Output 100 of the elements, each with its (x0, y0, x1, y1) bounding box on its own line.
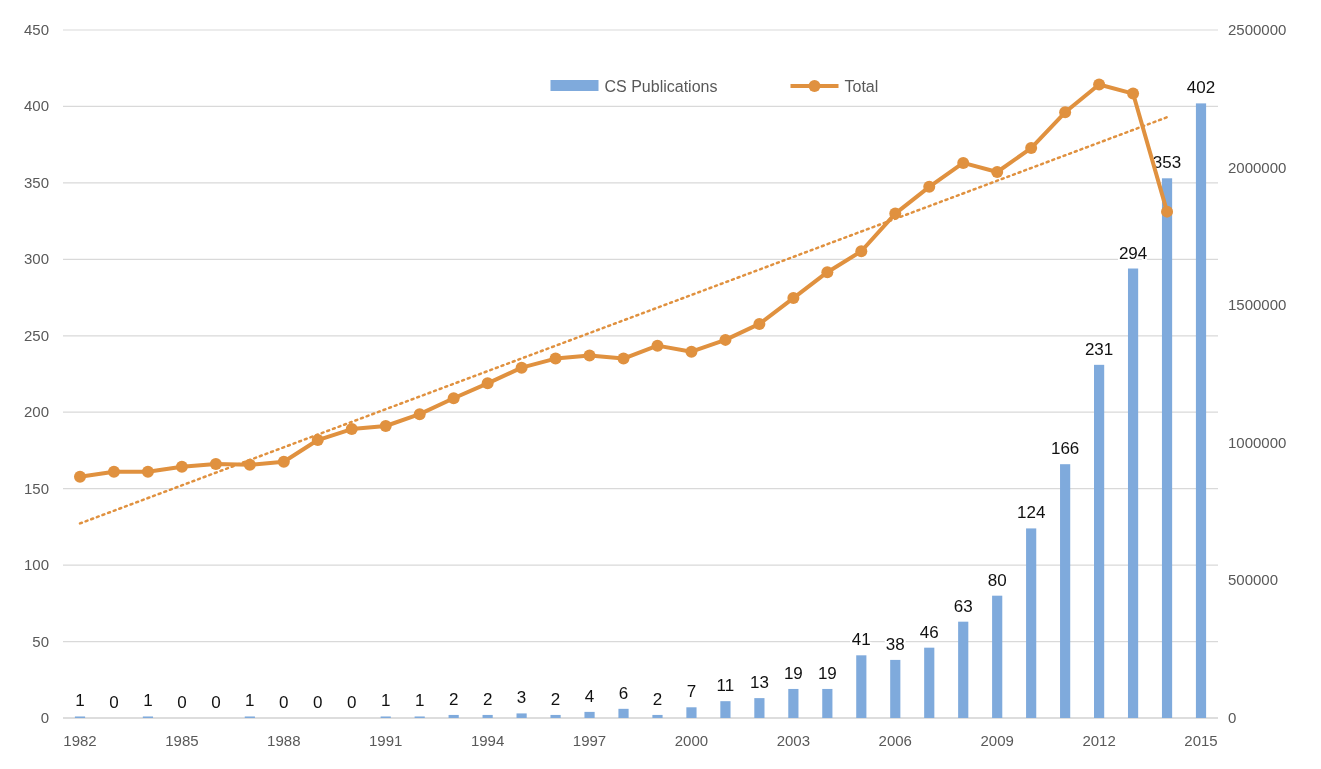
point (923, 180, 936, 193)
y2-tick-label: 2000000 (1228, 158, 1287, 176)
y-tick-label: 50 (32, 632, 49, 650)
point (991, 166, 1004, 178)
point (515, 361, 528, 374)
data-label: 0 (109, 693, 119, 712)
bar (1195, 103, 1207, 718)
x-tick-label: 1997 (572, 732, 607, 749)
point (345, 423, 358, 436)
y-tick-label: 200 (23, 403, 49, 421)
x-tick-label: 1985 (165, 732, 199, 749)
point (447, 392, 460, 405)
data-label: 3 (516, 688, 527, 708)
legend-label: Total (844, 78, 879, 95)
y-tick-label: 350 (23, 173, 49, 191)
bar (992, 595, 1003, 718)
y-tick-label: 250 (23, 326, 49, 344)
data-label: 231 (1084, 339, 1114, 359)
data-label: 19 (817, 663, 837, 683)
bar (1161, 178, 1173, 718)
point (73, 470, 86, 483)
point (1127, 87, 1140, 100)
x-tick-label: 1988 (267, 732, 301, 749)
point (107, 465, 120, 478)
data-label: 0 (313, 693, 323, 712)
bar (516, 713, 527, 718)
data-label: 1 (245, 691, 255, 711)
data-label: 166 (1050, 439, 1080, 459)
y-tick-label: 150 (23, 479, 49, 497)
bar (448, 714, 459, 718)
data-label: 41 (851, 630, 871, 650)
data-label: 2 (482, 689, 493, 709)
bar (1026, 528, 1037, 718)
data-label: 13 (749, 673, 769, 693)
data-label: 38 (885, 634, 905, 654)
data-label: 0 (279, 693, 289, 712)
bar (924, 647, 935, 718)
y-tick-label: 100 (23, 556, 49, 574)
x-tick-label: 2006 (878, 732, 912, 749)
y2-tick-label: 0 (1228, 709, 1237, 726)
x-tick-label: 1991 (369, 732, 403, 749)
x-tick-label: 2003 (776, 732, 811, 749)
bar (890, 659, 901, 718)
data-label: 2 (448, 689, 459, 709)
point (651, 339, 664, 352)
bar (822, 688, 833, 718)
data-label: 63 (953, 596, 973, 616)
bar (788, 688, 799, 718)
data-label: 0 (347, 693, 357, 712)
point (719, 333, 732, 346)
bar (618, 708, 629, 718)
x-tick-label: 1994 (470, 732, 505, 749)
point (753, 317, 766, 330)
y2-tick-label: 1500000 (1228, 296, 1287, 314)
point (821, 266, 834, 279)
y-tick-label: 0 (40, 709, 49, 726)
bar (686, 707, 697, 718)
point (481, 377, 494, 390)
point (1025, 142, 1038, 155)
point (855, 245, 868, 258)
data-label: 7 (686, 682, 697, 702)
bar (958, 621, 969, 718)
bar (754, 698, 765, 718)
data-label: 0 (177, 693, 187, 712)
bar (652, 714, 663, 718)
point (549, 352, 562, 365)
legend-label: CS Publications (604, 78, 718, 95)
data-label: 19 (783, 663, 803, 683)
point (957, 156, 970, 169)
point (1093, 78, 1106, 91)
point (583, 349, 596, 362)
data-label: 2 (550, 689, 561, 709)
x-tick-label: 1982 (63, 732, 97, 749)
data-label: 80 (987, 570, 1007, 590)
point (1161, 205, 1174, 218)
bar (584, 711, 595, 718)
y-tick-label: 450 (23, 21, 49, 38)
bar (856, 655, 867, 718)
data-label: 1 (414, 691, 425, 711)
data-label: 402 (1186, 78, 1216, 98)
point (413, 408, 426, 421)
bar (550, 714, 561, 718)
bar (1060, 464, 1071, 718)
point (175, 460, 188, 473)
x-tick-label: 2015 (1184, 732, 1218, 749)
data-label: 6 (618, 683, 629, 703)
x-tick-label: 2000 (674, 732, 709, 749)
y-tick-label: 400 (23, 97, 49, 115)
point (277, 455, 290, 468)
y-tick-label: 300 (23, 250, 49, 268)
point (685, 345, 698, 358)
bar (1127, 268, 1139, 718)
y2-tick-label: 2500000 (1228, 21, 1287, 38)
y2-tick-label: 500000 (1228, 571, 1279, 589)
data-label: 1 (380, 691, 391, 711)
y2-tick-label: 1000000 (1228, 433, 1287, 451)
point (1059, 106, 1072, 119)
data-label: 1 (143, 691, 153, 711)
data-label: 4 (584, 686, 595, 706)
point (617, 352, 630, 365)
